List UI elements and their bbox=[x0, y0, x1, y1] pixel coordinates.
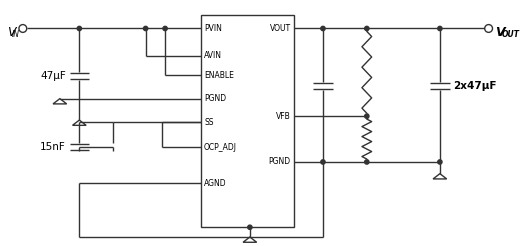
Circle shape bbox=[365, 160, 369, 164]
Text: VOUT: VOUT bbox=[270, 24, 291, 33]
Text: VFB: VFB bbox=[276, 112, 291, 121]
Text: V: V bbox=[495, 26, 505, 39]
Text: 47μF: 47μF bbox=[40, 71, 66, 81]
Circle shape bbox=[143, 26, 148, 31]
Text: ENABLE: ENABLE bbox=[204, 71, 234, 80]
Text: PVIN: PVIN bbox=[204, 24, 222, 33]
Circle shape bbox=[438, 160, 442, 164]
Text: PGND: PGND bbox=[269, 157, 291, 167]
Text: 15nF: 15nF bbox=[40, 142, 66, 152]
Text: SS: SS bbox=[204, 118, 214, 126]
Bar bbox=[201, 15, 294, 227]
Text: OCP_ADJ: OCP_ADJ bbox=[204, 143, 237, 152]
Text: AGND: AGND bbox=[204, 179, 227, 188]
Circle shape bbox=[365, 114, 369, 118]
Circle shape bbox=[438, 26, 442, 31]
Text: OUT: OUT bbox=[501, 31, 519, 39]
Circle shape bbox=[163, 26, 167, 31]
Text: V: V bbox=[7, 26, 16, 39]
Text: AVIN: AVIN bbox=[204, 51, 222, 60]
Circle shape bbox=[247, 225, 252, 230]
Text: IN: IN bbox=[12, 31, 20, 39]
Text: 2x47μF: 2x47μF bbox=[453, 81, 497, 91]
Circle shape bbox=[485, 25, 492, 32]
Circle shape bbox=[321, 160, 325, 164]
Circle shape bbox=[19, 25, 27, 32]
Circle shape bbox=[321, 26, 325, 31]
Circle shape bbox=[365, 26, 369, 31]
Circle shape bbox=[77, 26, 81, 31]
Text: PGND: PGND bbox=[204, 94, 226, 103]
